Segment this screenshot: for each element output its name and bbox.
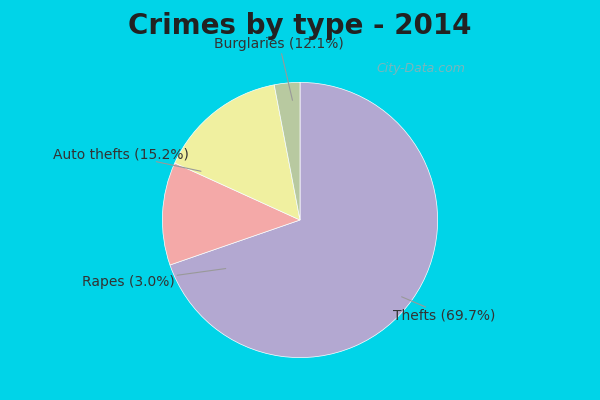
Title: Crimes by type - 2014: Crimes by type - 2014 (128, 12, 472, 40)
Text: Thefts (69.7%): Thefts (69.7%) (393, 297, 496, 322)
Wedge shape (274, 82, 300, 220)
Text: Rapes (3.0%): Rapes (3.0%) (82, 268, 226, 289)
Wedge shape (175, 85, 300, 220)
Text: City-Data.com: City-Data.com (376, 62, 465, 75)
Text: Burglaries (12.1%): Burglaries (12.1%) (214, 37, 344, 100)
Wedge shape (163, 163, 300, 265)
Wedge shape (170, 82, 437, 358)
Text: Auto thefts (15.2%): Auto thefts (15.2%) (53, 147, 201, 171)
